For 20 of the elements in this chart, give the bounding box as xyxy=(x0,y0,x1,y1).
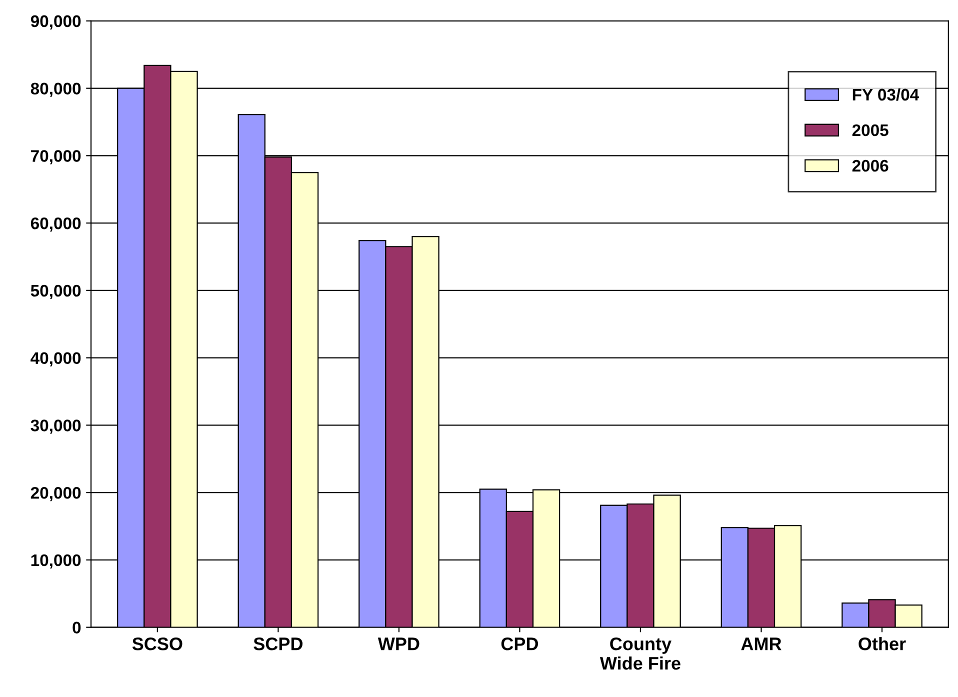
x-tick-label: Other xyxy=(858,637,906,650)
x-tick-label: SCPD xyxy=(254,638,303,650)
y-tick-label: 10,000 xyxy=(31,554,81,569)
y-tick-label: 80,000 xyxy=(30,82,81,97)
x-tick-label: SCSO xyxy=(132,638,182,650)
x-tick-label: AMR xyxy=(741,638,782,650)
y-tick-label: 70,000 xyxy=(31,150,81,164)
legend-label: 2006 xyxy=(852,160,888,172)
y-tick-label: 0 xyxy=(72,622,81,634)
x-tick-label: CPD xyxy=(501,638,538,650)
x-tick-label: WPD xyxy=(378,638,420,650)
legend-label: 2005 xyxy=(852,124,888,136)
x-tick-label: County Wide Fire xyxy=(600,638,680,670)
y-tick-label: 30,000 xyxy=(30,420,81,434)
y-tick-label: 20,000 xyxy=(30,486,81,502)
y-tick-label: 40,000 xyxy=(30,352,81,366)
legend-label: FY 03/04 xyxy=(852,88,920,101)
y-tick-label: 50,000 xyxy=(30,284,81,300)
y-tick-label: 90,000 xyxy=(30,15,81,30)
y-tick-label: 60,000 xyxy=(30,217,81,232)
